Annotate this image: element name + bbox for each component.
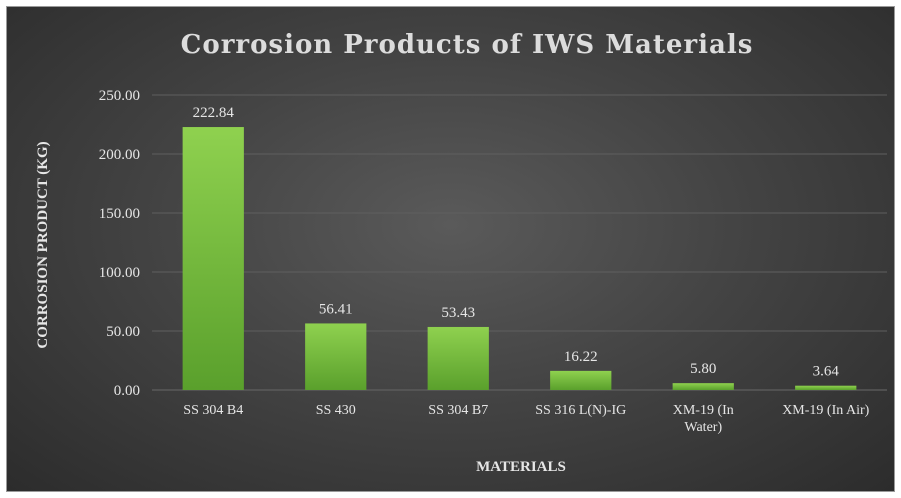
- y-tick-label: 200.00: [99, 147, 140, 163]
- bar: [182, 127, 244, 390]
- bar: [550, 370, 612, 390]
- y-tick-label: 0.00: [114, 383, 140, 399]
- data-label: 53.43: [441, 305, 475, 321]
- bar: [305, 323, 367, 390]
- gridlines: [152, 94, 887, 391]
- data-label: 222.84: [193, 105, 235, 121]
- data-labels: 222.84 56.41 53.43 16.22 5.80 3.64: [193, 105, 840, 380]
- y-tick-label: 50.00: [106, 324, 140, 340]
- bar: [672, 383, 734, 390]
- data-label: 56.41: [319, 301, 353, 317]
- x-category-label: SS 304 B7: [428, 403, 488, 418]
- bar-chart: Corrosion Products of IWS Materials 0.00…: [35, 30, 887, 475]
- x-category-label: SS 430: [316, 403, 356, 418]
- x-category-label: SS 304 B4: [183, 403, 243, 418]
- data-label: 3.64: [813, 364, 840, 380]
- chart-frame: Corrosion Products of IWS Materials 0.00…: [6, 6, 895, 492]
- data-label: 16.22: [564, 349, 598, 365]
- x-category-label: SS 316 L(N)-IG: [535, 403, 626, 418]
- x-category-label: XM-19 (In Water): [673, 403, 734, 435]
- data-label: 5.80: [690, 361, 716, 377]
- bar: [795, 385, 857, 390]
- x-category-label: XM-19 (In Air): [782, 403, 869, 418]
- y-tick-label: 150.00: [99, 206, 140, 222]
- bars: [182, 127, 857, 390]
- chart-title: Corrosion Products of IWS Materials: [181, 30, 754, 60]
- bar: [427, 326, 489, 390]
- y-tick-label: 250.00: [99, 88, 140, 104]
- x-axis-title: MATERIALS: [476, 459, 566, 475]
- y-axis-ticks: 0.00 50.00 100.00 150.00 200.00 250.00: [99, 88, 140, 399]
- y-tick-label: 100.00: [99, 265, 140, 281]
- y-axis-title: CORROSION PRODUCT (KG): [35, 141, 51, 348]
- x-axis-categories: SS 304 B4 SS 430 SS 304 B7 SS 316 L(N)-IG XM…: [183, 403, 869, 435]
